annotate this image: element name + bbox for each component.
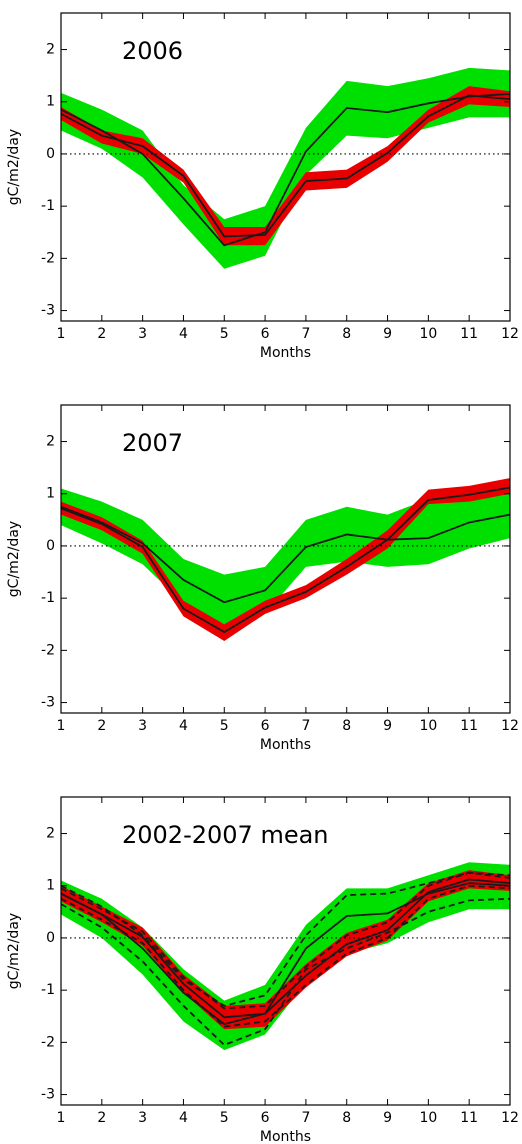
line (60, 94, 511, 238)
band (61, 86, 510, 246)
y-tick-label: 2 (46, 434, 55, 450)
x-tick-label: 1 (57, 1110, 66, 1126)
x-tick-label: 5 (220, 1110, 229, 1126)
x-tick-label: 5 (220, 326, 229, 342)
x-tick-label: 10 (419, 326, 437, 342)
x-tick-label: 11 (460, 1110, 478, 1126)
y-tick-label: -1 (41, 198, 55, 214)
x-tick-label: 8 (342, 718, 351, 734)
y-tick-label: 1 (46, 486, 55, 502)
x-axis-label: Months (260, 737, 311, 753)
x-tick-label: 1 (57, 326, 66, 342)
y-tick-label: 0 (46, 146, 55, 162)
band (61, 67, 510, 269)
y-axis-label: gC/m2/day (6, 521, 22, 597)
y-tick-label: -2 (41, 250, 55, 266)
x-tick-label: 10 (419, 718, 437, 734)
chart-title: 2006 (122, 37, 183, 65)
x-tick-label: 7 (301, 1110, 310, 1126)
y-tick-label: 1 (46, 878, 55, 894)
band (61, 870, 510, 1030)
x-tick-label: 7 (301, 718, 310, 734)
x-tick-label: 8 (342, 1110, 351, 1126)
x-tick-label: 4 (179, 718, 188, 734)
x-tick-label: 4 (179, 326, 188, 342)
y-tick-label: 0 (46, 538, 55, 554)
x-tick-label: 12 (501, 326, 519, 342)
line (60, 871, 511, 1010)
x-axis-label: Months (260, 1129, 311, 1144)
y-tick-label: 1 (46, 94, 55, 110)
x-tick-label: 3 (138, 326, 147, 342)
axes-frame (60, 12, 511, 322)
y-tick-label: -2 (41, 642, 55, 658)
line (60, 884, 511, 1028)
y-tick-label: -3 (41, 303, 55, 319)
line (60, 486, 511, 634)
line (60, 871, 511, 1007)
x-tick-label: 1 (57, 718, 66, 734)
x-tick-label: 10 (419, 1110, 437, 1126)
x-tick-label: 8 (342, 326, 351, 342)
x-tick-label: 6 (261, 718, 270, 734)
x-tick-label: 5 (220, 718, 229, 734)
y-tick-label: -2 (41, 1034, 55, 1050)
x-tick-label: 3 (138, 1110, 147, 1126)
y-tick-label: 2 (46, 42, 55, 58)
x-tick-label: 7 (301, 326, 310, 342)
x-tick-label: 2 (97, 718, 106, 734)
line (60, 882, 511, 1026)
x-tick-label: 11 (460, 326, 478, 342)
x-tick-label: 9 (383, 1110, 392, 1126)
y-tick-label: -1 (41, 590, 55, 606)
x-tick-label: 9 (383, 326, 392, 342)
line (60, 897, 511, 1047)
line (60, 93, 511, 247)
y-tick-label: 0 (46, 930, 55, 946)
x-tick-label: 6 (261, 1110, 270, 1126)
line (60, 878, 511, 1019)
chart-title: 2007 (122, 429, 183, 457)
line (60, 505, 511, 604)
x-tick-label: 4 (179, 1110, 188, 1126)
axes-frame (60, 404, 511, 714)
y-tick-label: -1 (41, 982, 55, 998)
band (61, 478, 510, 641)
x-tick-label: 3 (138, 718, 147, 734)
y-axis-label: gC/m2/day (6, 129, 22, 205)
x-tick-label: 12 (501, 1110, 519, 1126)
x-tick-label: 12 (501, 718, 519, 734)
chart-title: 2002-2007 mean (122, 821, 329, 849)
y-tick-label: -3 (41, 1087, 55, 1103)
y-axis-label: gC/m2/day (6, 913, 22, 989)
y-tick-label: -3 (41, 695, 55, 711)
x-axis-label: Months (260, 345, 311, 361)
x-tick-label: 2 (97, 1110, 106, 1126)
x-tick-label: 6 (261, 326, 270, 342)
x-tick-label: 2 (97, 326, 106, 342)
axes-frame (60, 796, 511, 1106)
x-tick-label: 9 (383, 718, 392, 734)
x-tick-label: 11 (460, 718, 478, 734)
y-tick-label: 2 (46, 826, 55, 842)
